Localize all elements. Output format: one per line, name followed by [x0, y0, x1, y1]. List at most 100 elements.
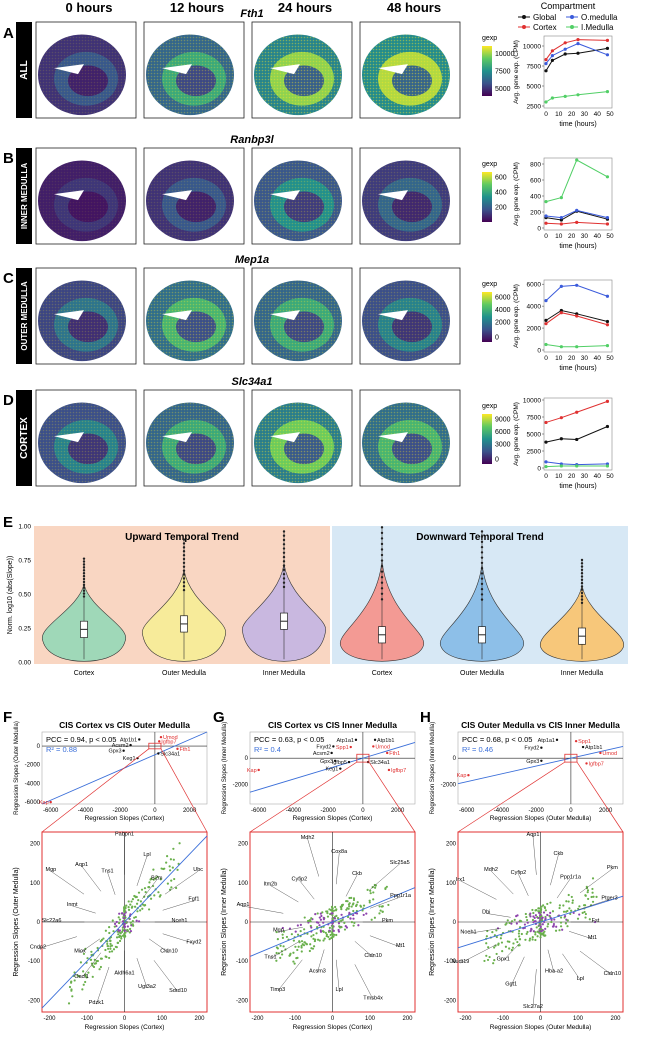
zoom-connector — [160, 748, 208, 833]
series-point — [544, 100, 548, 104]
y-tick-label: 0 — [537, 466, 541, 473]
y-tick-label: 0 — [537, 348, 541, 355]
gene-point — [176, 747, 179, 751]
series-point — [575, 283, 579, 287]
series-point — [563, 47, 567, 51]
scatter-point — [357, 924, 360, 927]
tissue-speckle — [146, 160, 234, 242]
scatter-point — [82, 952, 86, 955]
scatter-point — [349, 917, 352, 920]
zoom-gene-label: Ckb — [352, 871, 362, 877]
zoom-gene-label: Tns1 — [264, 955, 276, 961]
scatter-point — [123, 907, 126, 911]
scatter-point — [121, 920, 125, 923]
gene-label: Gpx3 — [108, 749, 121, 755]
scatter-point — [554, 929, 558, 932]
zoom-y-tick: 0 — [453, 920, 457, 926]
series-point — [544, 214, 548, 218]
scatter-point — [351, 903, 354, 906]
gene-label: Keg1 — [325, 767, 338, 773]
scatter-point — [595, 895, 598, 899]
scatter-point — [328, 908, 331, 911]
zoom-gene-label: Slc25a5 — [390, 860, 410, 866]
gene-label: Spp1 — [578, 739, 591, 745]
zoom-gene-label: Dbi — [482, 909, 490, 915]
zoom-y-tick: -200 — [236, 998, 249, 1004]
line-chart-a: 2500 5000 7500 10000 0 10 20 30 40 50 Avg. gene ex… — [513, 35, 614, 128]
tissue-speckle — [254, 34, 342, 116]
scatter-point — [525, 915, 528, 919]
outlier-point — [182, 569, 186, 572]
scatter-point — [129, 930, 133, 933]
outlier-point — [580, 588, 584, 591]
scatter-point — [141, 907, 144, 910]
gene-point — [257, 768, 260, 772]
scatter-point — [308, 918, 312, 922]
series-point — [605, 294, 610, 298]
scatter-point — [352, 913, 355, 917]
outlier-point — [580, 581, 584, 585]
colorbar: gexp 9000 6000 3000 0 — [482, 403, 511, 464]
x-tick-label: 40 — [594, 111, 602, 118]
scatter-point — [79, 961, 83, 964]
violin-y-tick: 1.00 — [18, 524, 31, 531]
scatter-point — [96, 959, 99, 963]
scatter-point — [86, 957, 89, 960]
scatter-point — [567, 893, 570, 897]
outlier-point — [380, 564, 384, 568]
label-leader — [336, 852, 340, 885]
scatter-point — [150, 877, 153, 880]
scatter-point — [128, 927, 132, 931]
scatter-point — [541, 923, 544, 926]
scatter-point — [153, 894, 156, 897]
scatter-point — [538, 923, 542, 926]
violin-y-tick: 0.00 — [18, 660, 31, 667]
series-point — [559, 416, 563, 420]
x-tick-label: 20 — [568, 233, 576, 240]
scatter-point — [352, 898, 356, 902]
x-axis-label: time (hours) — [559, 365, 596, 372]
violin — [42, 557, 126, 662]
gene-point — [122, 749, 125, 752]
series-point — [544, 342, 548, 347]
outlier-point — [182, 546, 186, 549]
scatter-point — [108, 926, 111, 929]
scatter-point — [517, 932, 521, 935]
scatter-point — [568, 907, 571, 910]
scatter-point — [152, 868, 155, 871]
scatter-point — [378, 912, 381, 915]
scatter-point — [176, 868, 179, 871]
gene-label: Umod — [163, 735, 178, 741]
outlier-point — [480, 572, 484, 575]
tissue-map — [359, 21, 461, 119]
label-leader — [153, 960, 179, 993]
y-axis-label: Avg. gene exp. (CPM) — [513, 284, 520, 348]
scatter-point — [156, 875, 159, 878]
scatter-point — [172, 858, 175, 861]
zoom-y-tick: 200 — [446, 842, 457, 848]
outlier-point — [282, 543, 286, 546]
scatter-point — [506, 919, 509, 922]
gene-label: Atp1a1 — [337, 738, 354, 744]
zoom-x-tick: -200 — [43, 1016, 56, 1022]
row-band-bg — [16, 390, 32, 486]
outlier-point — [380, 553, 384, 557]
scatter-point — [534, 938, 537, 942]
zoom-y-tick: 0 — [245, 920, 249, 926]
scatter-point — [123, 925, 126, 929]
series-line-omedulla — [545, 209, 608, 219]
scatter-point — [140, 888, 144, 891]
scatter-point — [118, 939, 122, 943]
series-point — [559, 464, 563, 468]
scatter-point — [105, 955, 108, 959]
scatter-point — [296, 924, 299, 927]
scatter-point — [330, 909, 333, 912]
scatter-point — [169, 858, 172, 861]
scatter-point — [76, 974, 79, 977]
scatter-point — [123, 929, 126, 932]
y-tick-label: -2000 — [441, 782, 457, 788]
y-tick-label: 6000 — [527, 282, 542, 289]
colorbar-title: gexp — [482, 35, 497, 42]
scatter-point — [137, 920, 141, 923]
outlier-point — [282, 581, 286, 584]
